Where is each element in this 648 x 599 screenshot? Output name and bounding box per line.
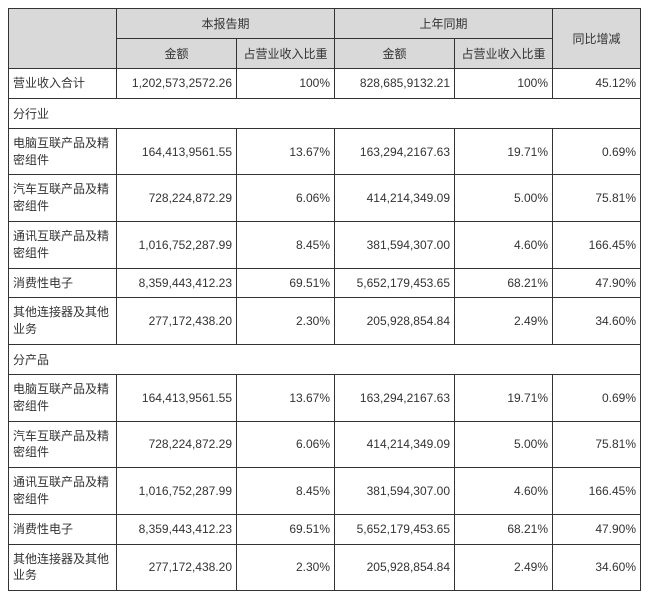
cur-amount: 1,016,752,287.99 <box>117 221 237 268</box>
pri-pct: 5.00% <box>455 421 553 468</box>
pri-pct: 19.71% <box>455 374 553 421</box>
header-current-period: 本报告期 <box>117 9 335 39</box>
pri-pct: 68.21% <box>455 268 553 298</box>
header-yoy-change: 同比增减 <box>553 9 641 69</box>
section-title: 分产品 <box>9 344 641 374</box>
cur-amount: 164,413,9561.55 <box>117 128 237 175</box>
table-row: 消费性电子8,359,443,412.2369.51%5,652,179,453… <box>9 514 641 544</box>
yoy-change: 0.69% <box>553 128 641 175</box>
header-blank <box>9 9 117 69</box>
row-label: 通讯互联产品及精密组件 <box>9 468 117 515</box>
section-header-row: 分行业 <box>9 98 641 128</box>
table-header: 本报告期 上年同期 同比增减 金额 占营业收入比重 金额 占营业收入比重 <box>9 9 641 69</box>
table-row: 通讯互联产品及精密组件1,016,752,287.998.45%381,594,… <box>9 221 641 268</box>
pri-amount: 163,294,2167.63 <box>335 374 455 421</box>
cur-pct: 6.06% <box>237 175 335 222</box>
cur-amount: 164,413,9561.55 <box>117 374 237 421</box>
pri-pct: 4.60% <box>455 221 553 268</box>
yoy-change: 75.81% <box>553 175 641 222</box>
cur-pct: 8.45% <box>237 468 335 515</box>
header-cur-amount: 金额 <box>117 39 237 69</box>
row-label: 汽车互联产品及精密组件 <box>9 421 117 468</box>
pri-pct: 100% <box>455 69 553 99</box>
yoy-change: 34.60% <box>553 544 641 591</box>
section-title: 分行业 <box>9 98 641 128</box>
cur-pct: 2.30% <box>237 544 335 591</box>
cur-pct: 2.30% <box>237 298 335 345</box>
cur-pct: 100% <box>237 69 335 99</box>
yoy-change: 0.69% <box>553 374 641 421</box>
pri-amount: 205,928,854.84 <box>335 298 455 345</box>
header-pri-amount: 金额 <box>335 39 455 69</box>
row-label: 其他连接器及其他业务 <box>9 544 117 591</box>
pri-pct: 5.00% <box>455 175 553 222</box>
pri-amount: 5,652,179,453.65 <box>335 268 455 298</box>
pri-amount: 5,652,179,453.65 <box>335 514 455 544</box>
table-row: 汽车互联产品及精密组件728,224,872.296.06%414,214,34… <box>9 175 641 222</box>
row-label: 营业收入合计 <box>9 69 117 99</box>
table-body: 营业收入合计1,202,573,2572.26100%828,685,9132.… <box>9 69 641 591</box>
cur-pct: 69.51% <box>237 268 335 298</box>
cur-amount: 728,224,872.29 <box>117 421 237 468</box>
table-row: 电脑互联产品及精密组件164,413,9561.5513.67%163,294,… <box>9 374 641 421</box>
yoy-change: 45.12% <box>553 69 641 99</box>
cur-amount: 8,359,443,412.23 <box>117 514 237 544</box>
header-prior-period: 上年同期 <box>335 9 553 39</box>
pri-pct: 2.49% <box>455 544 553 591</box>
cur-amount: 277,172,438.20 <box>117 544 237 591</box>
pri-amount: 205,928,854.84 <box>335 544 455 591</box>
table-row: 消费性电子8,359,443,412.2369.51%5,652,179,453… <box>9 268 641 298</box>
table-row: 汽车互联产品及精密组件728,224,872.296.06%414,214,34… <box>9 421 641 468</box>
table-row: 其他连接器及其他业务277,172,438.202.30%205,928,854… <box>9 298 641 345</box>
pri-amount: 381,594,307.00 <box>335 468 455 515</box>
yoy-change: 47.90% <box>553 268 641 298</box>
row-label: 电脑互联产品及精密组件 <box>9 374 117 421</box>
cur-amount: 1,016,752,287.99 <box>117 468 237 515</box>
pri-pct: 19.71% <box>455 128 553 175</box>
cur-pct: 6.06% <box>237 421 335 468</box>
total-revenue-row: 营业收入合计1,202,573,2572.26100%828,685,9132.… <box>9 69 641 99</box>
pri-amount: 828,685,9132.21 <box>335 69 455 99</box>
yoy-change: 166.45% <box>553 221 641 268</box>
row-label: 电脑互联产品及精密组件 <box>9 128 117 175</box>
pri-pct: 2.49% <box>455 298 553 345</box>
row-label: 汽车互联产品及精密组件 <box>9 175 117 222</box>
row-label: 消费性电子 <box>9 268 117 298</box>
header-cur-pct: 占营业收入比重 <box>237 39 335 69</box>
header-pri-pct: 占营业收入比重 <box>455 39 553 69</box>
cur-pct: 8.45% <box>237 221 335 268</box>
cur-pct: 13.67% <box>237 374 335 421</box>
pri-amount: 163,294,2167.63 <box>335 128 455 175</box>
row-label: 通讯互联产品及精密组件 <box>9 221 117 268</box>
pri-pct: 68.21% <box>455 514 553 544</box>
pri-amount: 381,594,307.00 <box>335 221 455 268</box>
cur-amount: 277,172,438.20 <box>117 298 237 345</box>
pri-amount: 414,214,349.09 <box>335 175 455 222</box>
cur-amount: 8,359,443,412.23 <box>117 268 237 298</box>
pri-amount: 414,214,349.09 <box>335 421 455 468</box>
table-row: 电脑互联产品及精密组件164,413,9561.5513.67%163,294,… <box>9 128 641 175</box>
section-header-row: 分产品 <box>9 344 641 374</box>
cur-amount: 728,224,872.29 <box>117 175 237 222</box>
table-row: 其他连接器及其他业务277,172,438.202.30%205,928,854… <box>9 544 641 591</box>
cur-pct: 13.67% <box>237 128 335 175</box>
row-label: 其他连接器及其他业务 <box>9 298 117 345</box>
revenue-breakdown-table: 本报告期 上年同期 同比增减 金额 占营业收入比重 金额 占营业收入比重 营业收… <box>8 8 641 591</box>
yoy-change: 47.90% <box>553 514 641 544</box>
yoy-change: 34.60% <box>553 298 641 345</box>
pri-pct: 4.60% <box>455 468 553 515</box>
yoy-change: 166.45% <box>553 468 641 515</box>
cur-pct: 69.51% <box>237 514 335 544</box>
row-label: 消费性电子 <box>9 514 117 544</box>
table-row: 通讯互联产品及精密组件1,016,752,287.998.45%381,594,… <box>9 468 641 515</box>
cur-amount: 1,202,573,2572.26 <box>117 69 237 99</box>
yoy-change: 75.81% <box>553 421 641 468</box>
